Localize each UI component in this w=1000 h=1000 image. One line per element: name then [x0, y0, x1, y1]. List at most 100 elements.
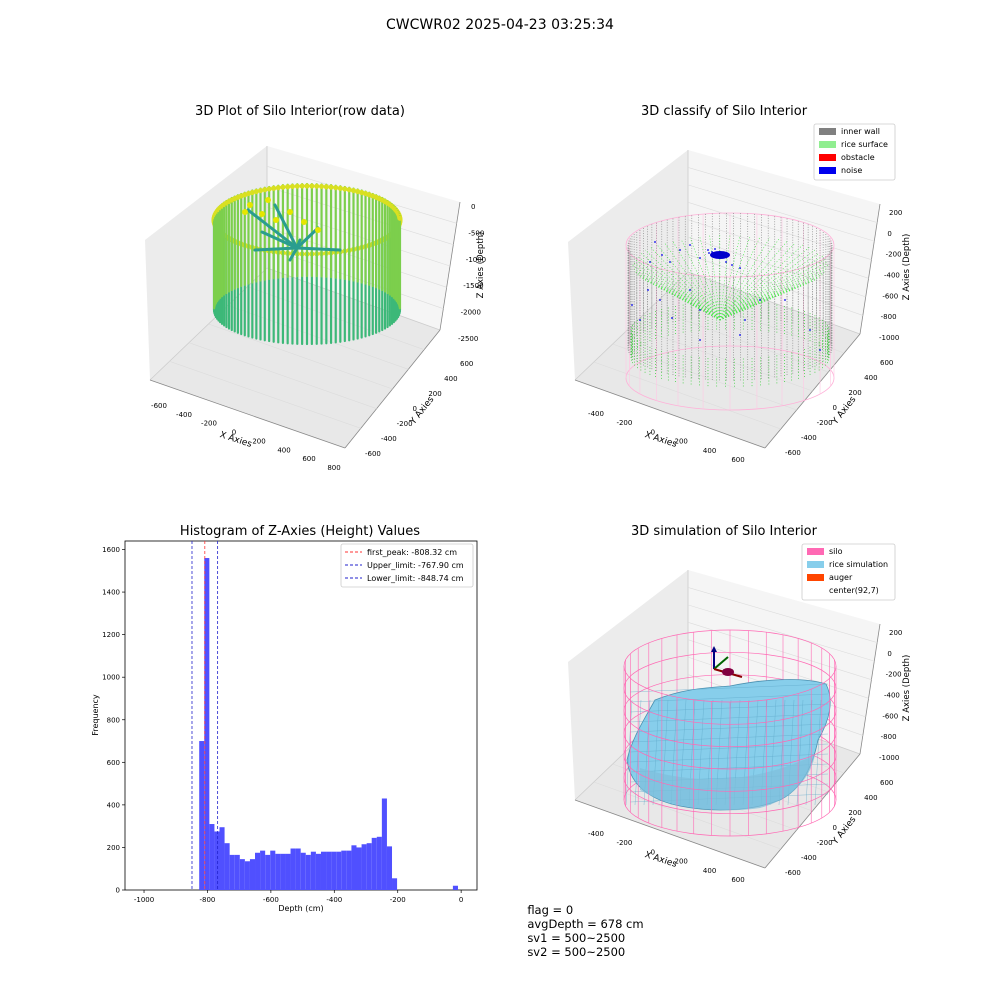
histogram-bar [204, 558, 210, 890]
p1-z-tick-label: -1500 [463, 282, 483, 290]
p4-x-tick-label: -200 [616, 839, 632, 847]
histogram-bars [199, 558, 458, 890]
p1-x-tick-label: 400 [277, 446, 290, 454]
histogram-bar [305, 854, 311, 890]
p1-z-tick-label: 0 [471, 203, 475, 211]
histogram-bar [376, 836, 382, 890]
scan-point [265, 197, 271, 203]
noise-point [809, 329, 811, 331]
histogram-bar [209, 824, 215, 890]
p4-y-tick-label: -600 [785, 869, 801, 877]
scan-point [285, 184, 291, 190]
scan-point [315, 227, 321, 233]
rice-mesh-line [629, 733, 829, 743]
p2-x-tick-label: -400 [588, 410, 604, 418]
panel2-title: 3D classify of Silo Interior [640, 104, 808, 119]
legend-swatch-rice-surface [819, 141, 836, 148]
p1-y-tick-label: 200 [428, 390, 441, 398]
panel3-histogram: -1000 -800 -600 -400 -200 0 0 200 400 600 800 1000… [91, 540, 478, 913]
grid-line [687, 184, 875, 242]
scan-point [242, 209, 248, 215]
histogram-frame [124, 540, 478, 891]
histogram-bar [371, 837, 377, 890]
noise-cluster [710, 251, 730, 259]
scan-point [304, 183, 310, 189]
legend-center: center(92,7) [829, 586, 879, 595]
noise-point [639, 319, 641, 321]
rice-ray [632, 261, 721, 321]
legend-swatch-inner-wall [819, 128, 836, 135]
status-sv1: sv1 = 500~2500 [527, 931, 626, 945]
panel1-x-ticks: -600 -400 -200 0 200 400 600 800 [151, 402, 341, 472]
rice-mesh-line [629, 713, 829, 723]
x-tick-label: -200 [390, 896, 406, 904]
histogram-bar [381, 798, 387, 890]
p2-y-tick-label: -200 [817, 419, 833, 427]
histogram-bar [452, 885, 458, 890]
p1-y-tick-label: 400 [444, 375, 457, 383]
scan-point [333, 185, 339, 191]
p2-z-tick-label: -400 [884, 272, 900, 280]
p1-x-tick-label: 600 [302, 455, 315, 463]
scan-point [247, 202, 253, 208]
noise-point [759, 299, 761, 301]
p2-y-tick-label: 0 [833, 404, 837, 412]
p1-x-tick-label: -400 [176, 411, 192, 419]
rice-ray [719, 235, 741, 321]
status-sv2: sv2 = 500~2500 [527, 945, 626, 959]
noise-point [725, 261, 727, 263]
histogram-bar [295, 848, 301, 890]
panel2-x-ticks: -400 -200 0 200 400 600 [588, 410, 745, 464]
p1-x-tick-label: 800 [327, 464, 340, 472]
scan-spoke [295, 246, 342, 252]
rice-ray [636, 255, 721, 321]
panel4-legend: silo rice simulation auger center(92,7) [801, 543, 896, 601]
p2-z-tick-label: 0 [887, 230, 891, 238]
scan-point [287, 209, 293, 215]
grid-line [687, 219, 869, 279]
grid-line [650, 307, 829, 373]
p1-z-tick-label: -1000 [466, 256, 486, 264]
p4-x-tick-label: 200 [675, 858, 688, 866]
p2-y-tick-label: 400 [864, 374, 877, 382]
histogram-bar [315, 853, 321, 890]
scan-point [397, 215, 403, 221]
grid-line [687, 167, 878, 223]
scan-point [318, 183, 325, 190]
rice-ray [664, 242, 721, 321]
histogram-bar [300, 852, 306, 890]
panel4-x-ticks: -400 -200 0 200 400 600 [588, 830, 745, 884]
histogram-bar [326, 851, 332, 890]
rice-ray [680, 290, 721, 321]
status-flag: flag = 0 [527, 903, 574, 917]
histogram-y-label: Frequency [91, 694, 100, 736]
grid-line [227, 305, 409, 370]
scan-point [253, 188, 259, 195]
noise-point [699, 309, 701, 311]
rice-ray [631, 264, 721, 321]
p4-z-tick-label: -1000 [879, 754, 899, 762]
p4-y-tick-label: 200 [848, 809, 861, 817]
histogram-x-label: Depth (cm) [278, 904, 323, 913]
rice-ray [656, 244, 721, 321]
rice-ray [719, 252, 820, 321]
histogram-bar [285, 853, 291, 890]
legend-noise: noise [841, 166, 862, 175]
histogram-bar [224, 843, 230, 890]
histogram-bar [229, 854, 235, 890]
legend-first-peak: first_peak: -808.32 cm [367, 548, 457, 557]
noise-point [647, 289, 649, 291]
auger-axis-y [713, 656, 729, 670]
legend-swatch-rice-simulation [807, 561, 824, 568]
scan-point [301, 219, 307, 225]
p2-x-tick-label: -200 [616, 419, 632, 427]
panel4-title: 3D simulation of Silo Interior [631, 524, 817, 539]
p2-z-tick-label: -1000 [879, 334, 899, 342]
histogram-bar [244, 861, 250, 890]
p4-z-tick-label: 200 [889, 629, 902, 637]
grid-line [687, 201, 872, 261]
p2-x-tick-label: 600 [731, 456, 744, 464]
histogram-bar [219, 827, 225, 890]
